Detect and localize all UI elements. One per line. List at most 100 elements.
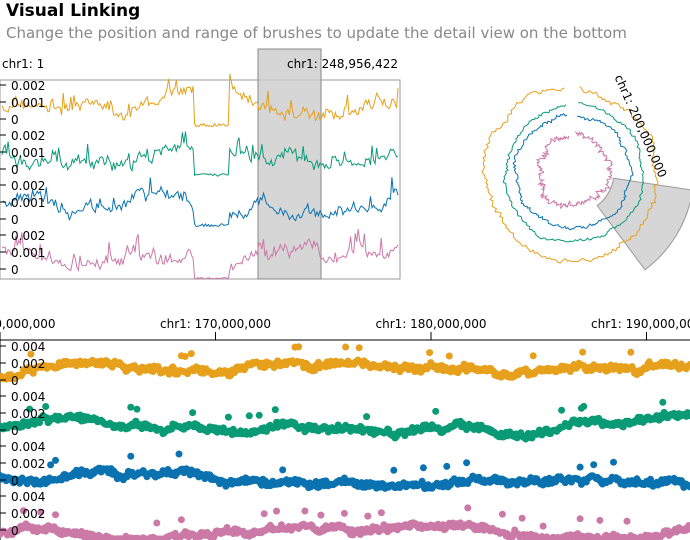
- detail-point: [390, 466, 398, 474]
- detail-point: [576, 463, 584, 471]
- detail-point: [464, 504, 472, 512]
- detail-point: [686, 412, 690, 420]
- linear-y-tick-label: 0.002: [11, 179, 45, 193]
- detail-view: chr1: 160,000,000 chr1: 170,000,000 chr1: …: [0, 317, 690, 540]
- detail-point: [27, 350, 35, 358]
- detail-point: [432, 407, 440, 415]
- detail-y-tick-label: 0: [11, 474, 19, 488]
- detail-point: [377, 509, 385, 517]
- page-title: Visual Linking: [6, 1, 141, 21]
- detail-y-tick-label: 0.002: [11, 357, 45, 371]
- detail-point: [245, 412, 253, 420]
- detail-point: [580, 402, 588, 410]
- linear-y-tick-label: 0.001: [11, 196, 45, 210]
- detail-point: [539, 522, 547, 530]
- linear-y-tick-label: 0.001: [11, 146, 45, 160]
- detail-point: [342, 343, 350, 351]
- circular-series-line: [512, 112, 634, 231]
- detail-y-tick-label: 0.004: [11, 340, 45, 354]
- detail-point: [175, 450, 183, 458]
- detail-point: [224, 413, 232, 421]
- detail-y-tick-label: 0: [11, 374, 19, 388]
- detail-x-tick-label: chr1: 160,000,000: [0, 317, 55, 331]
- page-subtitle: Change the position and range of brushes…: [6, 24, 627, 42]
- linear-y-tick-label: 0.001: [11, 96, 45, 110]
- detail-point: [443, 462, 451, 470]
- linear-y-tick-label: 0.002: [11, 229, 45, 243]
- detail-point: [623, 517, 631, 525]
- detail-point: [610, 458, 617, 466]
- linear-y-tick-label: 0: [11, 263, 19, 277]
- linear-y-tick-label: 0.001: [11, 246, 45, 260]
- linear-series-line: [1, 229, 399, 280]
- detail-point: [579, 348, 587, 356]
- detail-point: [52, 511, 59, 519]
- circular-series-line: [481, 86, 659, 264]
- detail-x-tick-label: chr1: 170,000,000: [160, 317, 271, 331]
- detail-point: [576, 515, 584, 523]
- circular-series-line: [535, 130, 614, 210]
- detail-point: [418, 477, 426, 485]
- detail-point: [37, 508, 45, 516]
- detail-point: [260, 510, 268, 518]
- detail-point: [317, 511, 325, 519]
- circular-overview: chr1: 200,000,000: [481, 73, 690, 271]
- detail-point: [463, 459, 471, 467]
- detail-point: [20, 507, 27, 515]
- linear-y-tick-label: 0: [11, 163, 19, 177]
- detail-point: [340, 509, 348, 517]
- linear-y-tick-label: 0: [11, 213, 19, 227]
- detail-point: [127, 403, 135, 411]
- linear-end-label: chr1: 248,956,422: [287, 57, 398, 71]
- detail-y-tick-label: 0.004: [11, 490, 45, 504]
- linear-overview-frame: [0, 79, 401, 280]
- detail-point: [355, 344, 363, 352]
- detail-point: [255, 411, 263, 419]
- detail-point: [445, 352, 453, 360]
- detail-point: [133, 405, 141, 413]
- detail-point: [279, 466, 287, 474]
- linear-y-tick-label: 0: [11, 113, 19, 127]
- detail-point: [426, 349, 434, 357]
- detail-point: [127, 452, 135, 460]
- detail-point: [686, 525, 690, 533]
- detail-point: [659, 398, 667, 406]
- detail-point: [295, 343, 303, 351]
- detail-point: [596, 516, 604, 524]
- detail-point: [181, 353, 189, 360]
- detail-point: [26, 405, 34, 413]
- detail-point: [686, 483, 690, 491]
- detail-point: [52, 456, 59, 464]
- detail-x-tick-label: chr1: 190,000,000: [591, 317, 690, 331]
- detail-point: [47, 461, 55, 469]
- detail-point: [364, 512, 372, 520]
- linear-overview: chr1: 1 chr1: 248,956,422 0.002 0.001 0 0.0…: [0, 48, 401, 280]
- linear-series-line: [1, 177, 399, 228]
- detail-point: [273, 507, 280, 515]
- detail-point: [363, 413, 371, 421]
- linear-y-tick-label: 0.002: [11, 79, 45, 93]
- detail-point: [271, 406, 279, 414]
- detail-point: [518, 514, 526, 522]
- detail-point: [686, 361, 690, 368]
- detail-point: [498, 510, 506, 518]
- detail-y-tick-label: 0.004: [11, 390, 45, 404]
- detail-point: [187, 350, 195, 358]
- linear-series-line: [1, 73, 399, 128]
- detail-point: [189, 409, 197, 417]
- linear-start-label: chr1: 1: [2, 57, 44, 71]
- detail-y-tick-label: 0: [11, 424, 19, 438]
- detail-point: [627, 348, 635, 356]
- detail-y-tick-label: 0.002: [11, 507, 45, 521]
- detail-point: [419, 464, 427, 472]
- detail-point: [177, 516, 185, 524]
- detail-point: [558, 406, 566, 414]
- detail-y-tick-label: 0.004: [11, 440, 45, 454]
- detail-y-tick-label: 0: [11, 524, 19, 538]
- detail-point: [301, 507, 309, 515]
- detail-point: [590, 461, 598, 469]
- detail-point: [153, 519, 161, 527]
- detail-x-tick-label: chr1: 180,000,000: [376, 317, 487, 331]
- detail-point: [529, 352, 537, 360]
